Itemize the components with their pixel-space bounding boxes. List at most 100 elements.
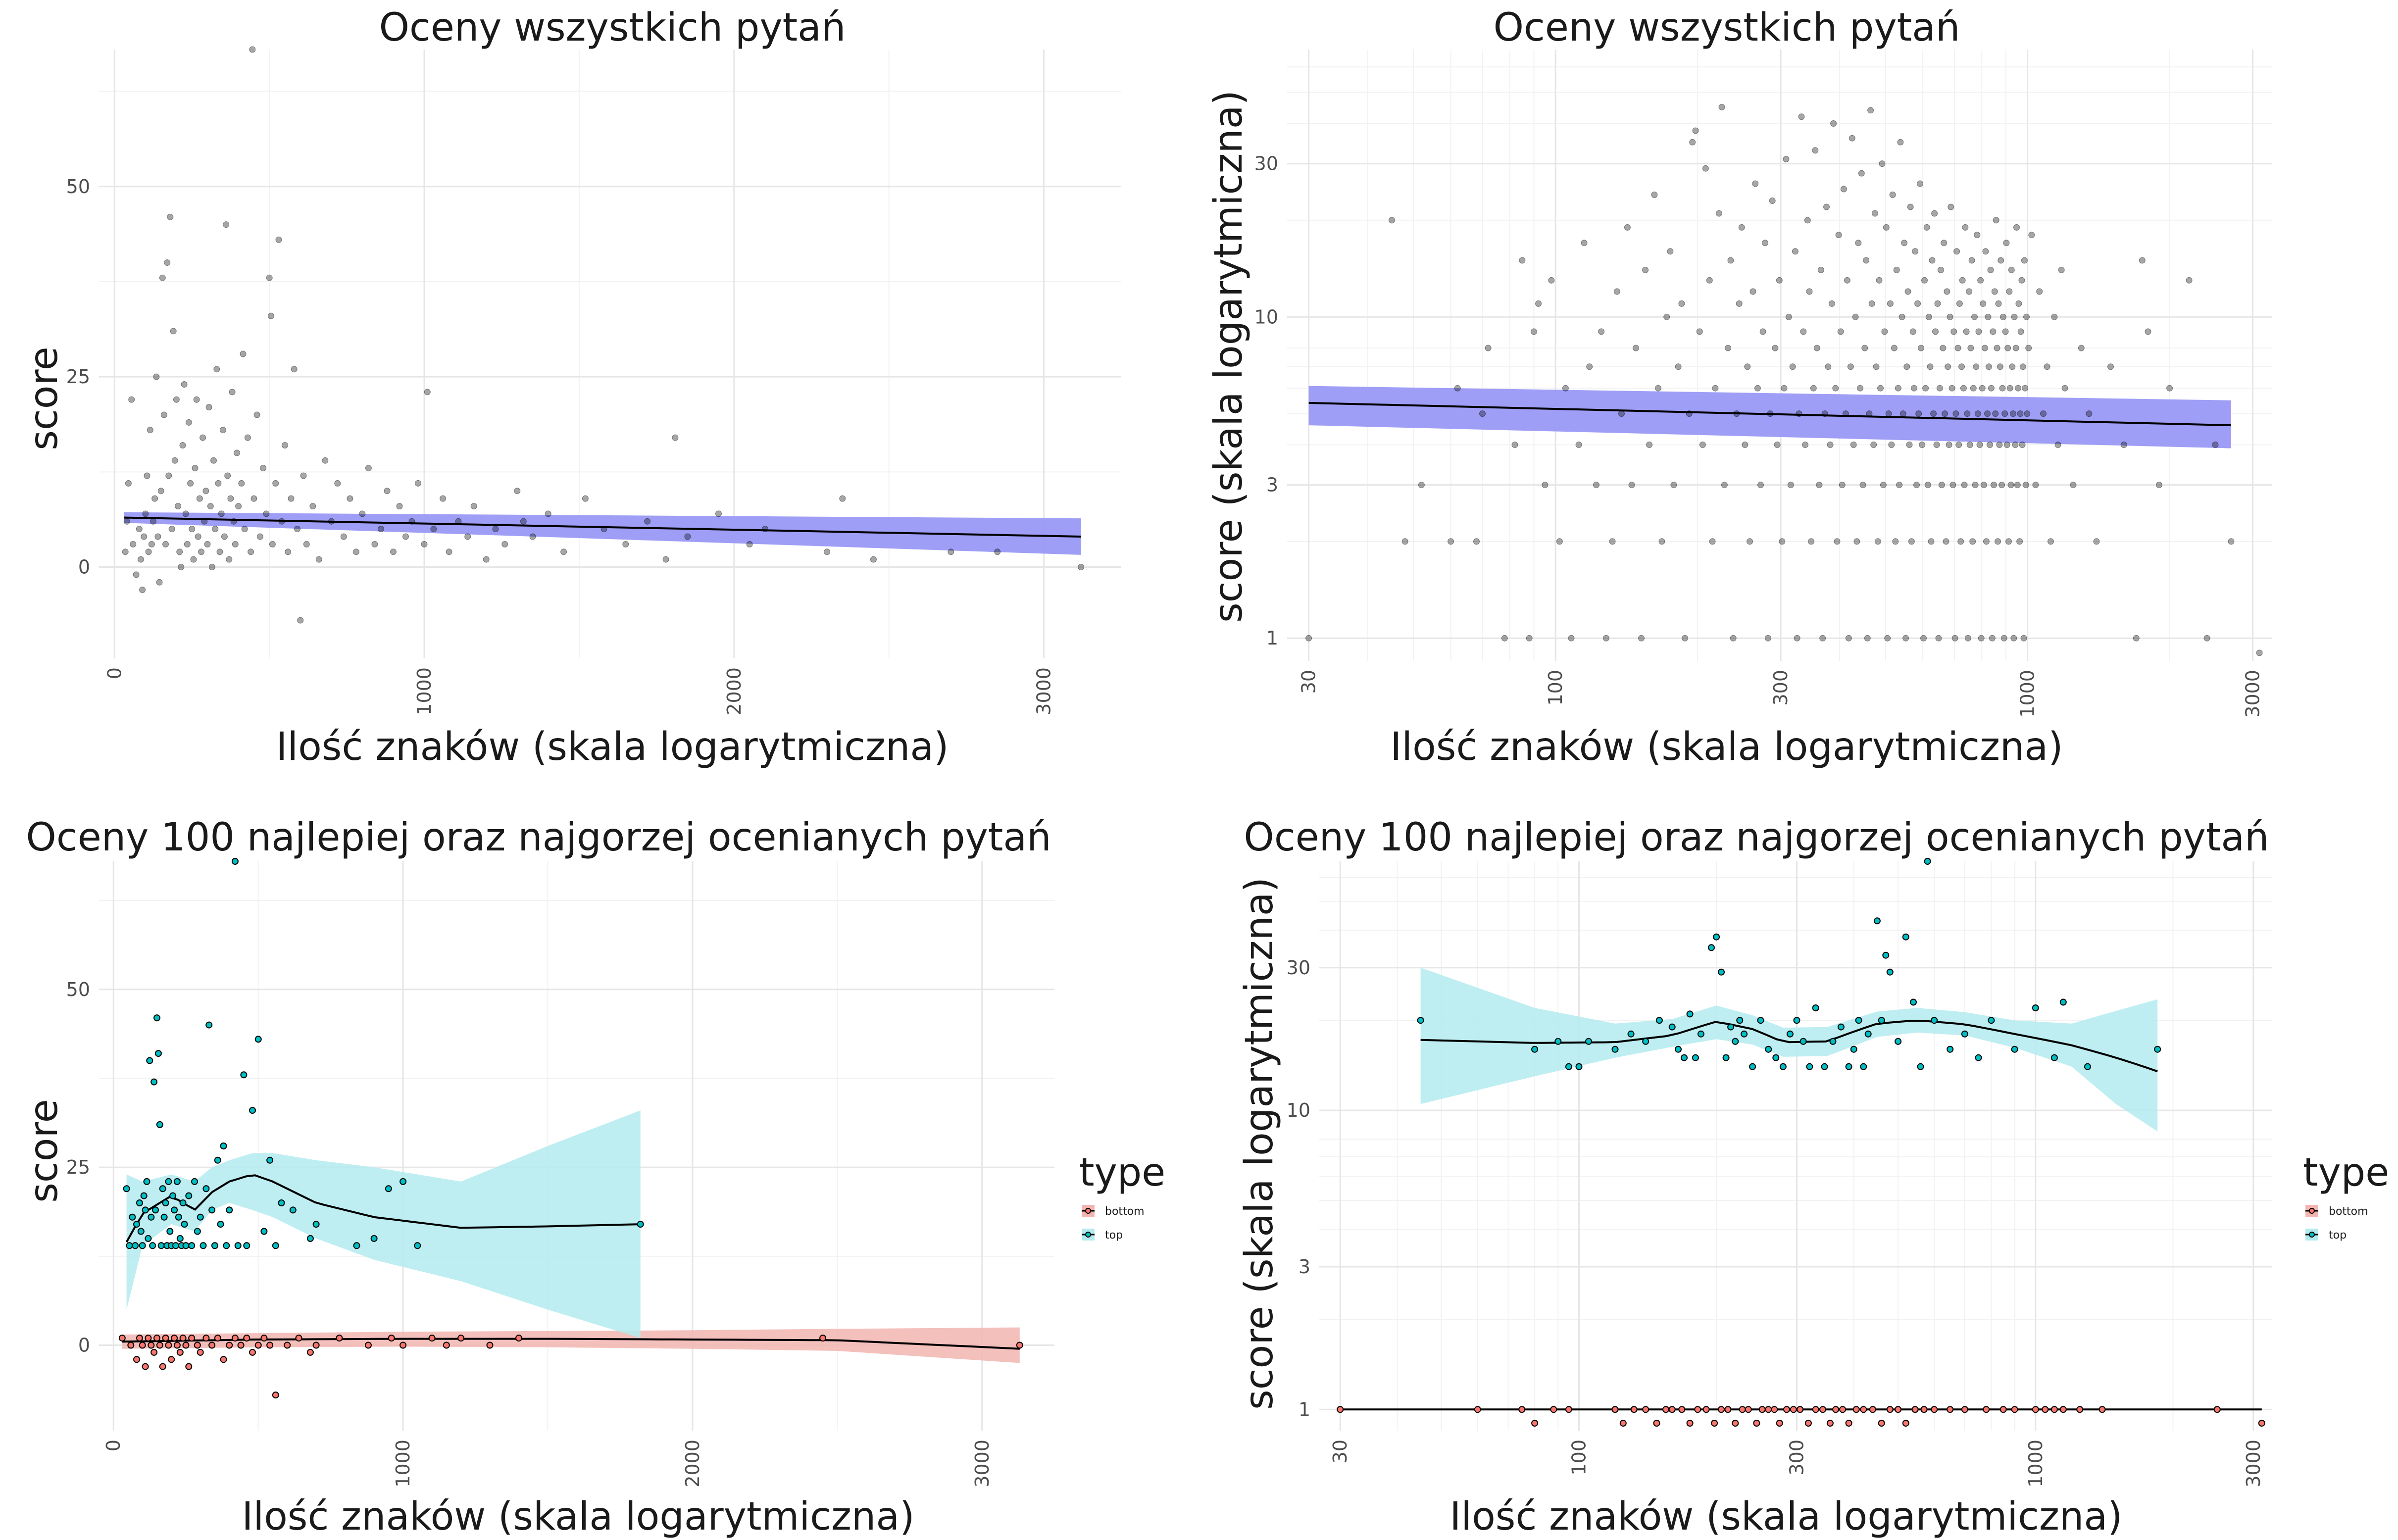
data-point-top [223,1242,230,1249]
data-point-bottom [260,1335,268,1342]
data-point [136,526,143,533]
data-point [1678,300,1685,307]
data-point-bottom [185,1363,193,1370]
data-point [1995,300,2002,307]
data-point [1918,345,1925,351]
data-point [2023,313,2030,320]
data-point [294,526,300,533]
data-point-bottom [156,1341,163,1349]
data-point-top [1708,944,1715,951]
data-point [2009,363,2016,370]
data-point [1628,482,1635,489]
data-point [1992,410,1999,417]
data-point-top [162,1199,169,1206]
data-point-bottom [162,1335,169,1342]
data-point [1667,248,1674,255]
data-point [1887,300,1894,307]
data-point [315,556,322,563]
data-point-top [1812,1004,1819,1012]
data-point [1548,277,1555,284]
data-point-top [149,1242,156,1249]
data-point [154,533,161,540]
data-point [1921,277,1928,284]
data-point-top [2032,1004,2039,1012]
panel-title: Oceny wszystkich pytań [379,5,846,50]
data-point [1835,232,1842,239]
data-point [1798,113,1805,120]
data-point-top [153,1014,160,1022]
data-point [285,548,292,555]
plot-area: 0 1000 2000 3000 0 25 50 [66,858,1054,1488]
data-point [1696,328,1703,335]
data-point-bottom [1518,1406,1526,1413]
data-point [1903,363,1910,370]
y-tick-label: 30 [1254,153,1278,175]
data-point-top [1713,933,1720,941]
y-tick-label: 3 [1266,474,1278,496]
data-point [1912,248,1919,255]
data-point [1923,224,1930,231]
data-point-bottom [1686,1420,1694,1427]
data-point-top [1692,1054,1699,1061]
data-point [340,533,347,540]
data-point [216,548,223,555]
data-point [141,533,148,540]
data-point-top [1799,1038,1807,1045]
data-point [1963,328,1970,335]
data-point [1978,635,1985,642]
data-point-top [133,1221,140,1228]
data-point [1877,385,1884,392]
data-point [1885,410,1892,417]
data-point [1730,635,1737,642]
data-point [746,541,753,547]
data-point [1864,635,1871,642]
legend-key-point [1085,1232,1091,1238]
data-point [2010,410,2016,417]
data-point [1928,538,1935,545]
data-point [384,488,391,495]
data-point-top [123,1185,130,1192]
data-point [1556,538,1563,545]
data-point [1813,345,1820,351]
data-point [1987,266,1994,273]
data-point [173,396,180,403]
y-tick-label: 1 [1299,1398,1310,1420]
data-point-top [1565,1063,1572,1070]
x-tick-label: 300 [1786,1440,1808,1476]
data-point [282,442,288,448]
data-point [267,312,274,319]
data-point [178,564,185,570]
data-point-bottom [457,1335,465,1342]
data-point [545,510,551,517]
data-point-top [148,1213,155,1221]
data-point [492,526,499,533]
data-point [153,373,160,380]
data-point-bottom [2076,1406,2084,1413]
data-point-bottom [188,1335,196,1342]
data-point-bottom [1739,1406,1746,1413]
data-point-bottom [150,1348,158,1356]
data-point-bottom [1732,1420,1739,1427]
data-point-bottom [1920,1406,1928,1413]
data-point-top [205,1021,213,1029]
data-point [291,366,298,373]
data-point [1808,538,1814,545]
data-point [2018,277,2025,284]
data-point [994,548,1001,555]
legend-item-bottom: bottom [1082,1205,1145,1218]
data-point [2008,266,2015,273]
data-point [207,503,214,509]
data-point [2021,257,2028,264]
data-point-top [1855,1017,1862,1024]
data-point [582,495,589,502]
data-point [1736,300,1743,307]
y-axis-label: score [22,1099,66,1203]
data-point-top [188,1242,196,1249]
data-point-bottom [1845,1420,1852,1427]
data-point [167,213,174,220]
data-point [347,495,353,502]
data-point [1744,363,1751,370]
data-point [1940,345,1947,351]
data-point [1800,328,1807,335]
panel-top-bottom-linear: 0 1000 2000 3000 0 25 50 Oceny 100 najlepiej o… [22,815,1165,1539]
